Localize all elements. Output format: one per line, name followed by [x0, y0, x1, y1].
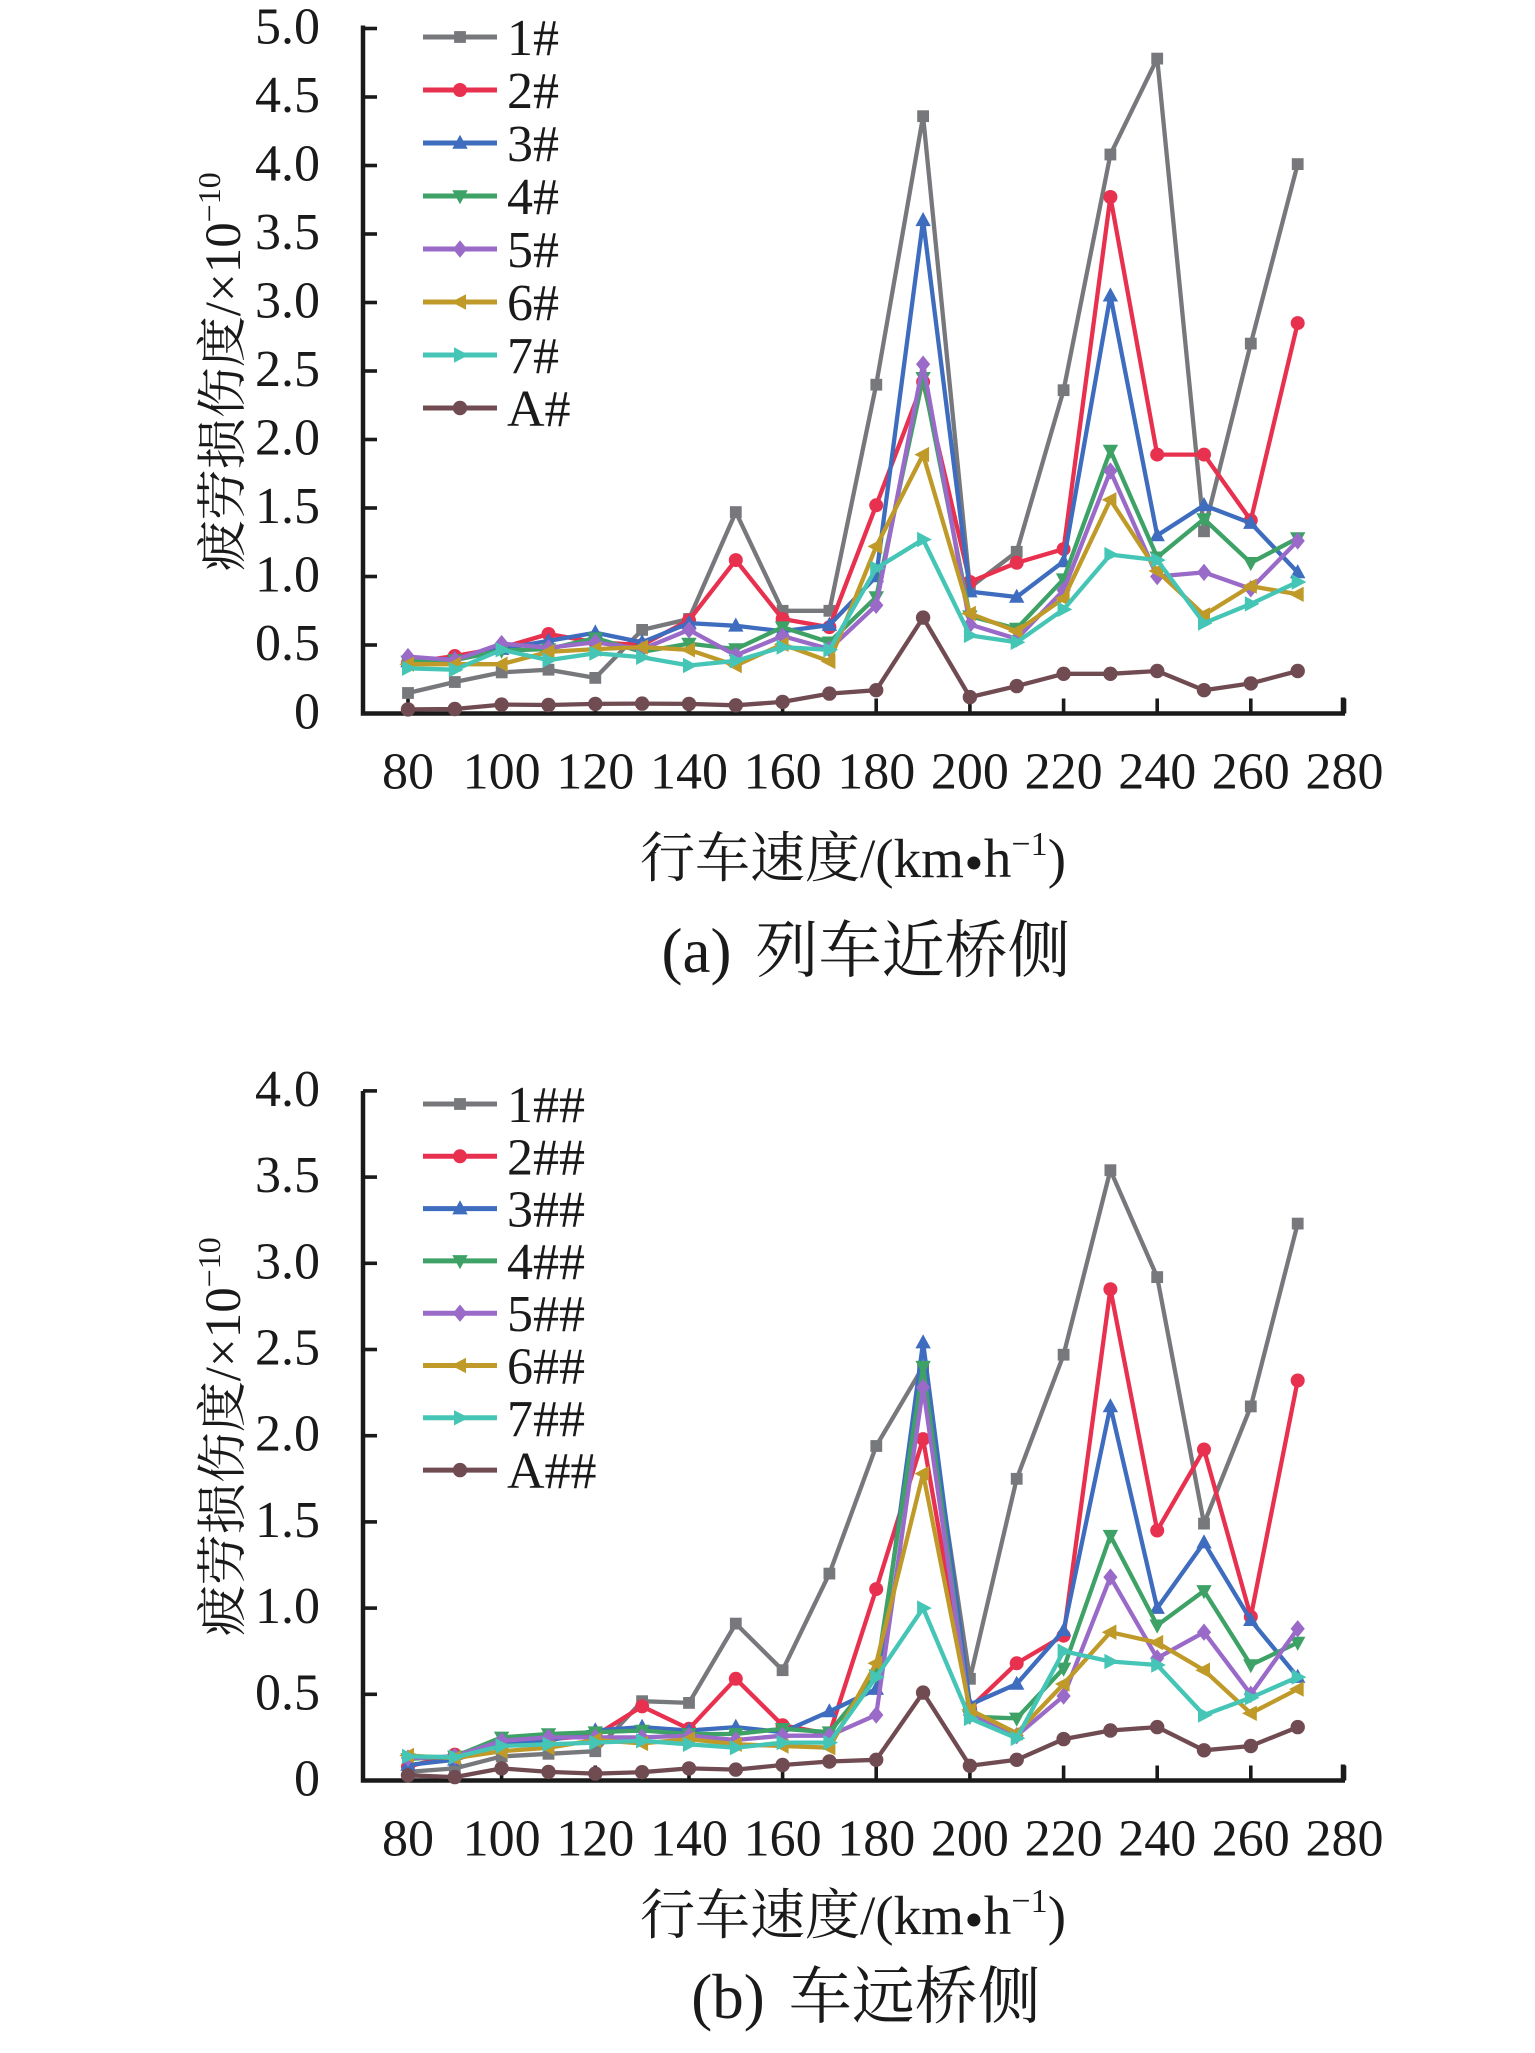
- svg-text:7#: 7#: [507, 328, 559, 385]
- svg-text:3.5: 3.5: [255, 204, 320, 261]
- svg-text:/×10: /×10: [196, 1287, 252, 1381]
- svg-text:/(km: /(km: [860, 828, 964, 889]
- svg-text:−10: −10: [191, 1237, 227, 1287]
- svg-text:2#: 2#: [507, 63, 559, 120]
- svg-text:2.5: 2.5: [255, 1320, 320, 1377]
- svg-text:100: 100: [463, 1811, 541, 1868]
- svg-text:/×10: /×10: [196, 222, 252, 316]
- svg-text:(a): (a): [662, 916, 732, 986]
- svg-text:2.0: 2.0: [255, 410, 320, 467]
- svg-text:2##: 2##: [507, 1129, 585, 1186]
- svg-text:220: 220: [1025, 744, 1103, 801]
- svg-text:6#: 6#: [507, 275, 559, 332]
- svg-text:3.5: 3.5: [255, 1147, 320, 1204]
- svg-text:5##: 5##: [507, 1286, 585, 1343]
- svg-text:160: 160: [744, 744, 822, 801]
- svg-text:180: 180: [837, 744, 915, 801]
- svg-text:240: 240: [1118, 1811, 1196, 1868]
- svg-text:3##: 3##: [507, 1182, 585, 1239]
- svg-text:/(km: /(km: [860, 1885, 964, 1946]
- svg-text:280: 280: [1306, 744, 1384, 801]
- svg-text:180: 180: [837, 1811, 915, 1868]
- svg-text:4.5: 4.5: [255, 67, 320, 124]
- svg-text:−1: −1: [1011, 826, 1047, 863]
- svg-text:4.0: 4.0: [255, 136, 320, 193]
- svg-text:200: 200: [931, 744, 1009, 801]
- svg-text:280: 280: [1306, 1811, 1384, 1868]
- svg-text:0: 0: [294, 1751, 320, 1808]
- svg-text:240: 240: [1118, 744, 1196, 801]
- svg-text:h: h: [984, 828, 1012, 889]
- svg-text:2.5: 2.5: [255, 341, 320, 398]
- svg-text:260: 260: [1212, 1811, 1290, 1868]
- svg-text:120: 120: [556, 1811, 634, 1868]
- svg-text:80: 80: [382, 1811, 434, 1868]
- svg-text:A#: A#: [507, 381, 571, 438]
- svg-text:3.0: 3.0: [255, 1233, 320, 1290]
- svg-text:h: h: [984, 1885, 1012, 1946]
- svg-text:6##: 6##: [507, 1339, 585, 1396]
- svg-text:0.5: 0.5: [255, 615, 320, 672]
- svg-text:200: 200: [931, 1811, 1009, 1868]
- svg-text:3#: 3#: [507, 116, 559, 173]
- svg-text:): ): [1048, 1885, 1066, 1946]
- svg-text:1.5: 1.5: [255, 1492, 320, 1549]
- svg-text:140: 140: [650, 1811, 728, 1868]
- svg-text:1#: 1#: [507, 10, 559, 67]
- svg-text:3.0: 3.0: [255, 273, 320, 330]
- svg-text:1.0: 1.0: [255, 547, 320, 604]
- svg-text:4.0: 4.0: [255, 1061, 320, 1118]
- svg-text:1##: 1##: [507, 1077, 585, 1134]
- svg-text:0.5: 0.5: [255, 1664, 320, 1721]
- svg-text:4#: 4#: [507, 169, 559, 226]
- svg-text:−10: −10: [191, 172, 227, 222]
- svg-text:100: 100: [463, 744, 541, 801]
- svg-text:7##: 7##: [507, 1391, 585, 1448]
- svg-text:−1: −1: [1011, 1883, 1047, 1920]
- svg-text:1.5: 1.5: [255, 478, 320, 535]
- svg-text:140: 140: [650, 744, 728, 801]
- svg-text:160: 160: [744, 1811, 822, 1868]
- svg-text:2.0: 2.0: [255, 1406, 320, 1463]
- svg-text:5#: 5#: [507, 222, 559, 279]
- svg-text:A##: A##: [507, 1443, 597, 1500]
- svg-text:220: 220: [1025, 1811, 1103, 1868]
- svg-text:1.0: 1.0: [255, 1578, 320, 1635]
- svg-text:): ): [1048, 828, 1066, 889]
- svg-text:5.0: 5.0: [255, 0, 320, 56]
- svg-text:120: 120: [556, 744, 634, 801]
- svg-text:(b): (b): [691, 1962, 764, 2032]
- svg-text:0: 0: [294, 684, 320, 741]
- svg-text:4##: 4##: [507, 1234, 585, 1291]
- svg-text:80: 80: [382, 744, 434, 801]
- svg-text:260: 260: [1212, 744, 1290, 801]
